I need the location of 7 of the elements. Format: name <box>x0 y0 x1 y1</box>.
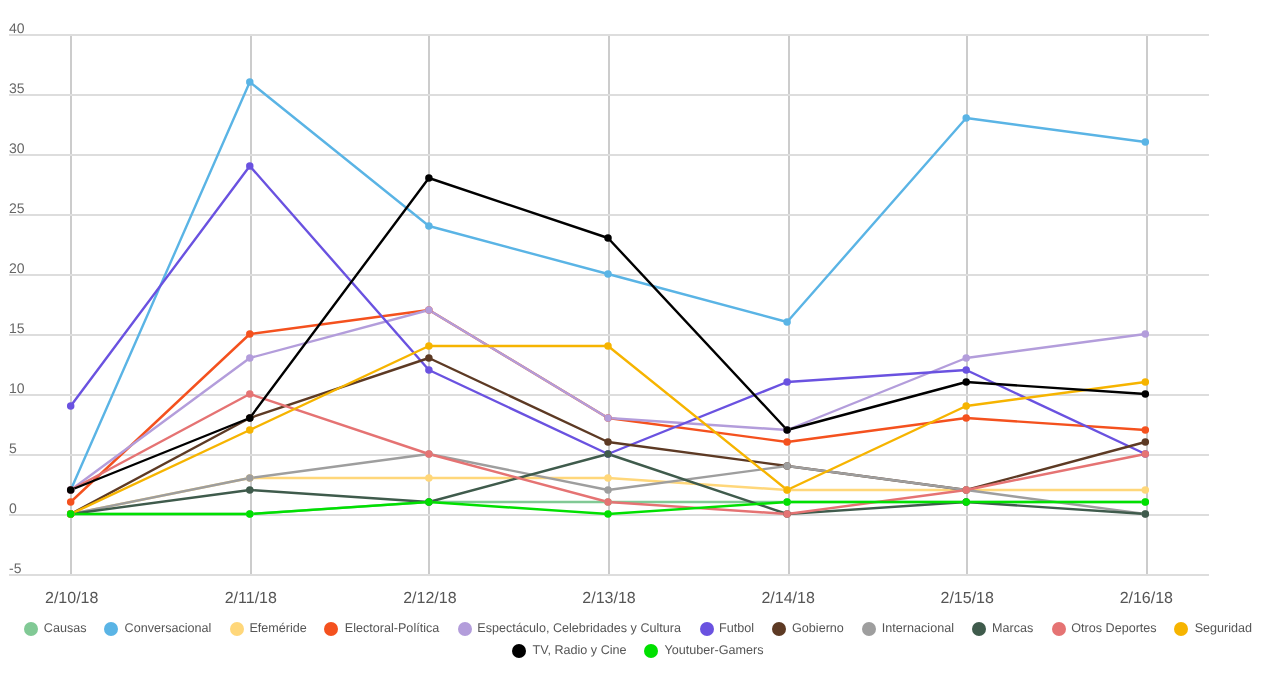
x-tick-label: 2/10/18 <box>44 589 100 607</box>
x-tick-label: 2/12/18 <box>403 589 458 607</box>
x-tick-label: 2/16/18 <box>1119 589 1175 607</box>
x-tick-label: 2/14/18 <box>761 589 816 607</box>
x-tick-label: 2/11/18 <box>224 589 278 607</box>
x-tick-label: 2/13/18 <box>582 589 637 607</box>
x-tick-label: 2/15/18 <box>940 589 995 607</box>
